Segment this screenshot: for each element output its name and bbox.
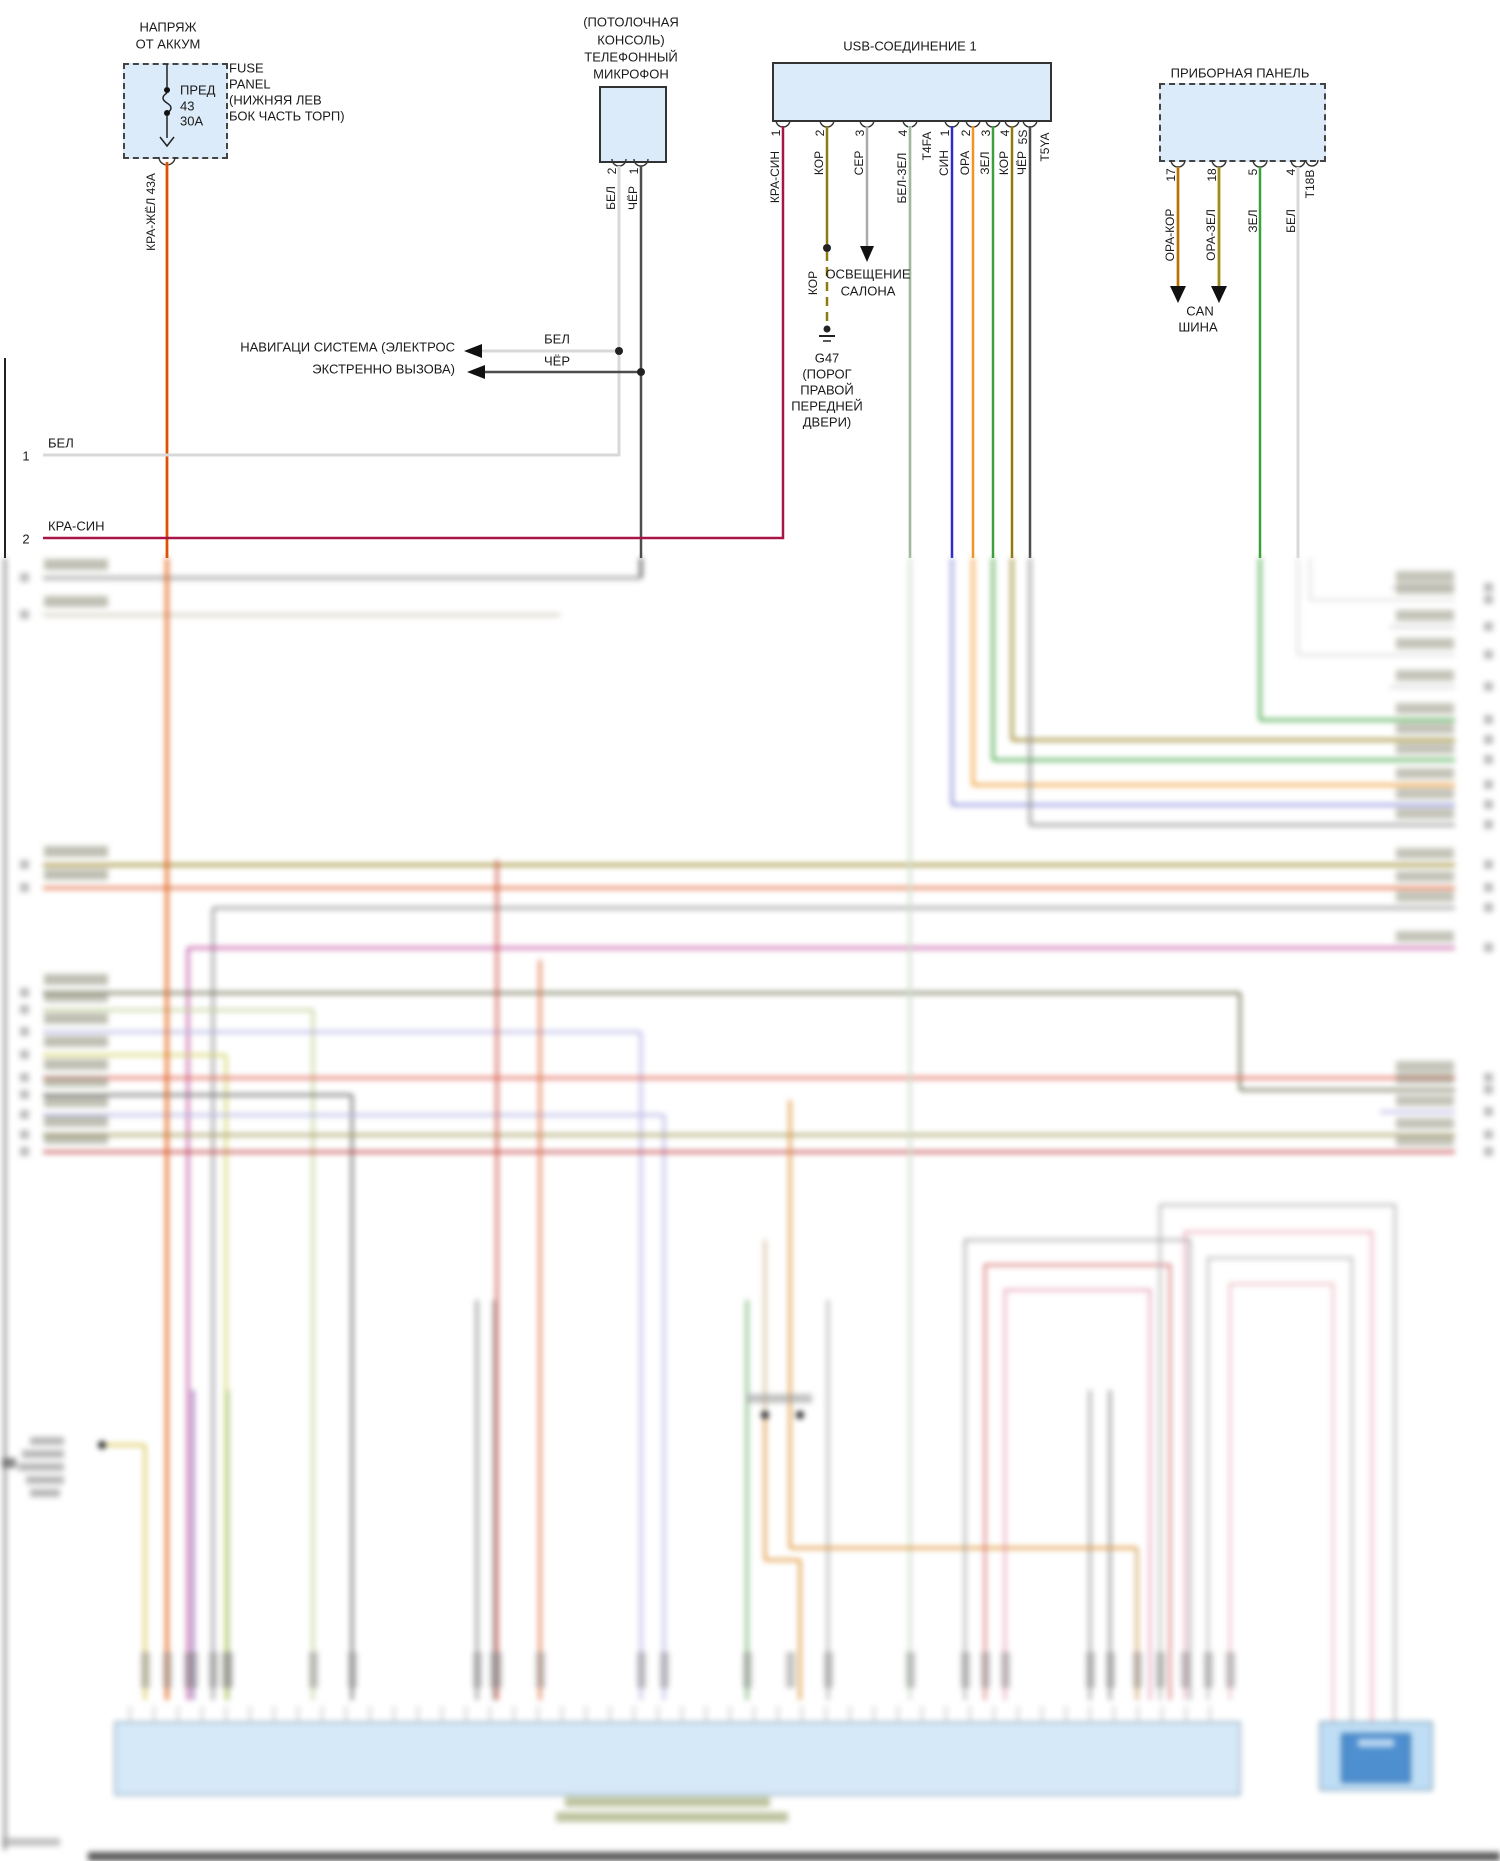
ground-branch-wire-label: КОР — [806, 270, 820, 296]
wire-kra-sin — [43, 126, 785, 540]
fuse-rating: 30А — [180, 113, 204, 129]
ground-symbol — [823, 325, 831, 333]
mic-title-line4: МИКРОФОН — [593, 66, 669, 82]
cabin-light-line1: ОСВЕЩЕНИЕ — [825, 266, 911, 282]
panel-pin18-wire: ОРА-ЗЕЛ — [1204, 209, 1218, 261]
instrument-panel-box — [1159, 83, 1326, 162]
can-bus-line1: CAN — [1186, 303, 1214, 319]
edge-wire2-name: КРА-СИН — [48, 518, 105, 534]
fuse-panel-label-4: БОК ЧАСТЬ ТОРП) — [229, 108, 345, 124]
usb-c2-pin1-num: 1 — [938, 129, 952, 137]
usb-c2-pin3-num: 3 — [979, 129, 993, 137]
usb-c2-pin5-num: 5S — [1016, 129, 1030, 145]
ground-name: G47 — [814, 350, 840, 366]
panel-pin17-num: 17 — [1164, 168, 1178, 182]
nav-label-line1: НАВИГАЦИ СИСТЕМА (ЭЛЕКТРОС — [240, 339, 455, 355]
usb-c2-pin4-num: 4 — [998, 129, 1012, 137]
usb-c1-pin1-wire: КРА-СИН — [768, 150, 782, 204]
edge-wire2-num: 2 — [22, 531, 30, 547]
panel-pin18-num: 18 — [1205, 168, 1219, 182]
edge-wire1-name: БЕЛ — [48, 435, 74, 451]
fuse-panel-box — [123, 63, 228, 159]
panel-pin5-wire: ЗЕЛ — [1246, 209, 1260, 233]
fuse-panel-label-3: (НИЖНЯЯ ЛЕВ — [229, 92, 322, 108]
panel-pin17-wire: ОРА-КОР — [1163, 208, 1177, 262]
can-arrow-1 — [1170, 286, 1186, 303]
fuse-number: 43 — [180, 98, 195, 114]
nav-label-line2: ЭКСТРЕННО ВЫЗОВА) — [312, 361, 455, 377]
usb-c1-pin2-wire: КОР — [812, 150, 826, 176]
ground-loc-1: (ПОРОГ — [802, 366, 852, 382]
edge-wire1-num: 1 — [22, 448, 30, 464]
usb-c1-pin3-num: 3 — [853, 129, 867, 137]
usb-c1-id: T4FA — [920, 131, 934, 161]
fuse-panel-label-2: PANEL — [229, 76, 271, 92]
usb-c1-pin3-wire: СЕР — [852, 150, 866, 176]
microphone-box — [599, 86, 667, 163]
panel-pin4-wire: БЕЛ — [1284, 209, 1298, 233]
instrument-panel-title: ПРИБОРНАЯ ПАНЕЛЬ — [1170, 65, 1310, 81]
usb-title: USB-СОЕДИНЕНИЕ 1 — [843, 38, 977, 54]
nav-wire-cher-label: ЧЁР — [543, 353, 571, 369]
fuse-name: ПРЕД — [180, 82, 216, 98]
nav-arrow-cher — [467, 365, 485, 379]
mic-pin2-num: 2 — [605, 167, 619, 175]
mic-title-line2: КОНСОЛЬ) — [597, 32, 665, 48]
mic-wire-cher-label: ЧЁР — [626, 185, 640, 211]
battery-wire-label: КРА-ЖЁЛ 43А — [144, 173, 158, 251]
mic-title-line1: (ПОТОЛОЧНАЯ — [583, 14, 679, 30]
panel-pin4-num: 4 — [1284, 168, 1298, 176]
usb-c2-pin4-wire: КОР — [997, 150, 1011, 176]
usb-c2-pin1-wire: СИН — [937, 150, 951, 176]
fuse-panel-label-1: FUSE — [229, 60, 264, 76]
usb-c1-pin4-wire: БЕЛ-ЗЕЛ — [895, 152, 909, 204]
nav-arrow-bel — [464, 344, 482, 358]
panel-id: T18B — [1303, 169, 1317, 199]
wire-bel — [43, 166, 621, 457]
cabin-light-arrow — [860, 246, 874, 262]
mic-title-line3: ТЕЛЕФОННЫЙ — [584, 49, 678, 65]
usb-c2-pin5-wire: ЧЁР — [1015, 150, 1029, 176]
usb-c2-pin3-wire: ЗЕЛ — [978, 151, 992, 175]
nav-wire-bel-label: БЕЛ — [544, 331, 570, 347]
usb-c2-id: T5YA — [1038, 132, 1052, 162]
ground-loc-3: ПЕРЕДНЕЙ — [791, 398, 863, 414]
mic-wire-bel-label: БЕЛ — [604, 186, 618, 210]
usb-c2-pin2-wire: ОРА — [958, 150, 972, 176]
battery-title-line1: НАПРЯЖ — [139, 19, 197, 35]
ground-loc-2: ПРАВОЙ — [800, 382, 854, 398]
cabin-light-line2: САЛОНА — [840, 283, 896, 299]
can-arrow-2 — [1211, 286, 1227, 303]
can-bus-line2: ШИНА — [1178, 319, 1218, 335]
usb-c1-pin1-num: 1 — [769, 129, 783, 137]
usb-c1-pin2-num: 2 — [813, 129, 827, 137]
usb-c1-pin4-num: 4 — [896, 129, 910, 137]
panel-pin5-num: 5 — [1246, 168, 1260, 176]
ground-loc-4: ДВЕРИ) — [802, 414, 852, 430]
battery-title-line2: ОТ АККУМ — [135, 36, 201, 52]
mic-pin1-num: 1 — [627, 167, 641, 175]
usb-c2-pin2-num: 2 — [959, 129, 973, 137]
usb-connector-box — [772, 62, 1052, 122]
